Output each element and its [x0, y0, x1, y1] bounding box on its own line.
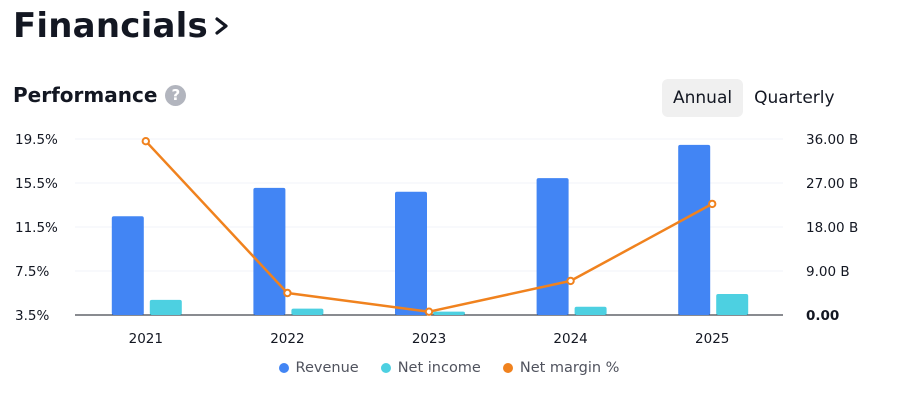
net-margin-point: [141, 137, 151, 146]
x-axis-tick-label: 2022: [270, 331, 304, 347]
tab-quarterly[interactable]: Quarterly: [754, 88, 835, 108]
help-icon[interactable]: ?: [165, 84, 187, 106]
legend-label-net-income: Net income: [397, 360, 481, 376]
legend-item-net-margin[interactable]: Net margin %: [502, 360, 620, 376]
revenue-bar: [678, 144, 711, 315]
net-margin-line: [144, 140, 713, 313]
left-axis-tick-label: 3.5%: [15, 308, 49, 324]
tab-annual[interactable]: Annual: [662, 79, 744, 117]
net-margin-point: [708, 199, 717, 209]
financials-header[interactable]: Financials: [13, 6, 232, 46]
left-axis-tick-label: 11.5%: [15, 220, 58, 236]
x-axis-tick-label: 2023: [412, 331, 446, 347]
page-title[interactable]: Financials: [13, 6, 208, 46]
revenue-bar: [111, 216, 144, 315]
right-axis-tick-label: 18.00 B: [806, 220, 858, 236]
performance-chart: 19.5% 36.00 B 15.5% 27.00 B 11.5% 18.00 B 7.5%…: [15, 132, 858, 347]
net-income-bar: [716, 293, 749, 315]
net-income-bar: [149, 299, 182, 315]
revenue-legend-marker: [278, 363, 289, 373]
net-margin-point: [283, 288, 292, 298]
x-axis-tick-label: 2025: [695, 331, 729, 347]
right-axis-tick-label: 27.00 B: [806, 176, 858, 192]
legend-label-revenue: Revenue: [295, 360, 359, 376]
revenue-bar: [253, 187, 286, 315]
net-income-bar: [433, 311, 465, 315]
legend-item-revenue[interactable]: Revenue: [278, 360, 359, 376]
net-margin-legend-marker: [502, 363, 513, 373]
left-axis-tick-label: 7.5%: [15, 264, 49, 280]
net-income-bar: [291, 308, 324, 315]
revenue-bar: [395, 191, 427, 315]
right-axis-tick-label: 9.00 B: [806, 264, 850, 280]
left-axis-tick-label: 19.5%: [15, 132, 58, 148]
net-margin-point: [566, 276, 575, 286]
chevron-right-icon[interactable]: [212, 15, 232, 37]
net-income-legend-marker: [380, 363, 391, 373]
period-tabs: Annual Quarterly: [662, 79, 846, 117]
x-axis-tick-label: 2021: [129, 331, 163, 347]
net-income-bar: [574, 306, 607, 315]
section-title: Performance: [13, 83, 158, 107]
legend-item-net-income[interactable]: Net income: [380, 360, 481, 376]
net-margin-point: [424, 307, 434, 316]
performance-header: Performance ?: [13, 83, 187, 107]
left-axis-tick-label: 15.5%: [15, 176, 58, 192]
legend-label-net-margin: Net margin %: [519, 360, 620, 376]
right-axis-tick-label: 0.00: [806, 308, 839, 324]
x-axis-tick-label: 2024: [553, 331, 587, 347]
right-axis-tick-label: 36.00 B: [806, 132, 858, 148]
revenue-bar: [536, 178, 569, 315]
chart-legend: Revenue Net income Net margin %: [0, 360, 898, 376]
